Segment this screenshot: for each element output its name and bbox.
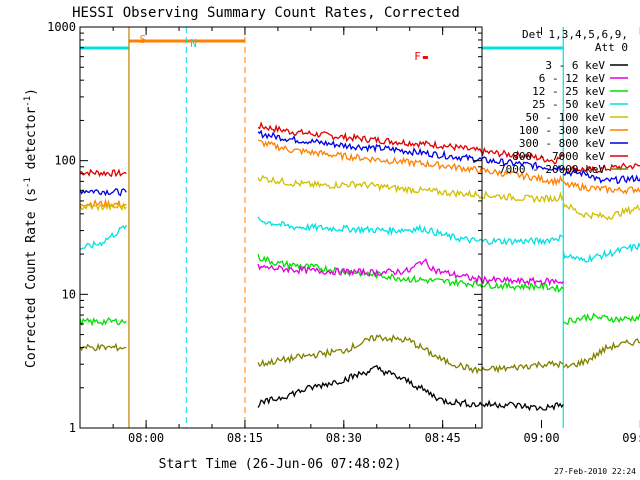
series-line: [257, 139, 564, 187]
series-line: [79, 202, 127, 212]
series-line: [257, 257, 564, 287]
series-line: [562, 162, 640, 174]
series-line: [257, 334, 564, 375]
series-line: [562, 241, 640, 263]
series-0: [79, 121, 640, 178]
y-axis-label: Corrected Count Rate (s-1 detector-1): [23, 88, 39, 368]
series-3: [79, 174, 640, 221]
series-4: [79, 216, 640, 263]
series-line: [79, 342, 127, 352]
legend-label: 800 - 7000 keV: [512, 150, 605, 163]
flare-label: F: [414, 50, 421, 63]
legend-header-2: Att 0: [595, 41, 628, 54]
series-line: [257, 253, 564, 293]
y-tick-label: 100: [54, 154, 76, 168]
legend-label: 50 - 100 keV: [526, 111, 606, 124]
chart-title: HESSI Observing Summary Count Rates, Cor…: [72, 5, 460, 21]
legend-label: 6 - 12 keV: [539, 72, 606, 85]
series-line: [257, 364, 564, 412]
x-tick-label: 09:15: [622, 431, 640, 445]
y-tick-label: 10: [62, 287, 76, 301]
series-line: [257, 174, 564, 204]
legend-label: 12 - 25 keV: [532, 85, 605, 98]
x-tick-label: 08:30: [326, 431, 362, 445]
legend-header-1: Det 1,3,4,5,6,9,: [522, 28, 628, 41]
series-line: [562, 181, 640, 195]
x-axis: 08:00 08:15 08:30 08:45 09:00 09:15: [112, 27, 640, 445]
y-tick-label: 1000: [47, 20, 76, 34]
x-tick-label: 08:00: [128, 431, 164, 445]
series-6: [257, 257, 564, 287]
series-8: [257, 364, 564, 412]
series-line: [563, 312, 640, 326]
series-7: [79, 334, 640, 375]
series-line: [257, 129, 564, 172]
series-line: [562, 338, 640, 369]
legend-label: 3 - 6 keV: [545, 59, 605, 72]
saa-label: S: [139, 33, 146, 46]
x-axis-label: Start Time (26-Jun-06 07:48:02): [159, 457, 402, 472]
series-line: [79, 224, 127, 251]
x-tick-label: 09:00: [523, 431, 559, 445]
flare-marker: [422, 56, 428, 59]
series-line: [79, 317, 127, 327]
series-line: [257, 216, 564, 246]
legend-label: 100 - 300 keV: [519, 124, 605, 137]
y-axis: 1 10 100 1000: [47, 20, 482, 435]
y-tick-label: 1: [69, 421, 76, 435]
night-label: N: [190, 37, 197, 50]
plot-frame: [79, 26, 483, 429]
series-line: [562, 202, 640, 221]
footer-date: 27-Feb-2010 22:24: [554, 467, 636, 476]
legend-label: 300 - 800 keV: [519, 137, 605, 150]
plot-content: S N F: [79, 27, 640, 428]
series-line: [79, 168, 127, 178]
series-1: [79, 129, 640, 197]
x-tick-label: 08:45: [425, 431, 461, 445]
series-line: [257, 121, 564, 165]
series-line: [563, 169, 640, 185]
series-line: [79, 188, 127, 197]
series-5: [79, 253, 640, 327]
legend-label: 25 - 50 keV: [532, 98, 605, 111]
legend-label: 7000 - 20000 keV: [499, 163, 605, 176]
x-tick-label: 08:15: [227, 431, 263, 445]
